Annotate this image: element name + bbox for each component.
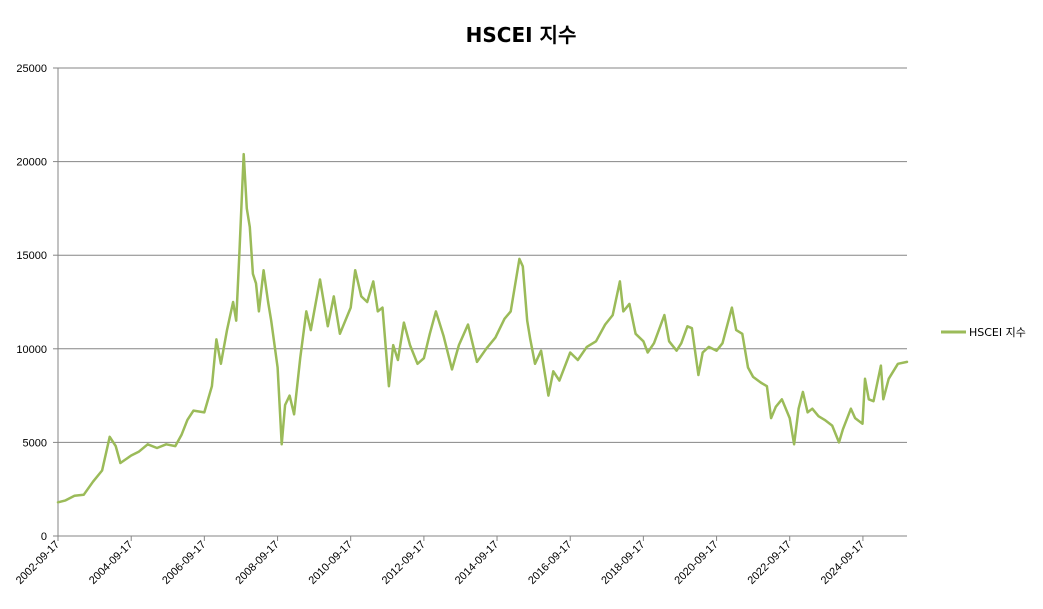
x-axis-ticks: 2002-09-17 2004-09-17 2006-09-17 2008-09-17… — [14, 536, 867, 587]
x-tick-label: 2010-09-17 — [307, 539, 355, 587]
series-line — [56, 152, 909, 504]
x-tick-label: 2002-09-17 — [14, 539, 62, 587]
x-tick-label: 2022-09-17 — [746, 539, 794, 587]
y-tick-label: 15000 — [16, 250, 47, 262]
axes — [57, 68, 907, 537]
x-tick-label: 2014-09-17 — [453, 539, 501, 587]
y-tick-label: 10000 — [16, 344, 47, 356]
x-tick-label: 2016-09-17 — [526, 539, 574, 587]
y-tick-label: 5000 — [23, 437, 47, 449]
y-tick-label: 0 — [41, 531, 47, 543]
x-tick-label: 2006-09-17 — [160, 539, 208, 587]
legend-label: HSCEI 지수 — [969, 326, 1026, 339]
y-tick-label: 25000 — [16, 63, 47, 75]
x-tick-label: 2012-09-17 — [380, 539, 428, 587]
series-group — [56, 152, 909, 504]
y-axis-ticks: 0 5000 10000 15000 20000 25000 — [16, 63, 58, 543]
x-tick-label: 2024-09-17 — [819, 539, 867, 587]
legend: HSCEI 지수 — [941, 326, 1026, 339]
x-tick-label: 2008-09-17 — [233, 539, 281, 587]
chart-title: HSCEI 지수 — [466, 23, 577, 47]
x-tick-label: 2020-09-17 — [672, 539, 720, 587]
x-tick-label: 2004-09-17 — [87, 539, 135, 587]
gridlines — [58, 67, 907, 443]
y-tick-label: 20000 — [16, 157, 47, 169]
x-tick-label: 2018-09-17 — [599, 539, 647, 587]
